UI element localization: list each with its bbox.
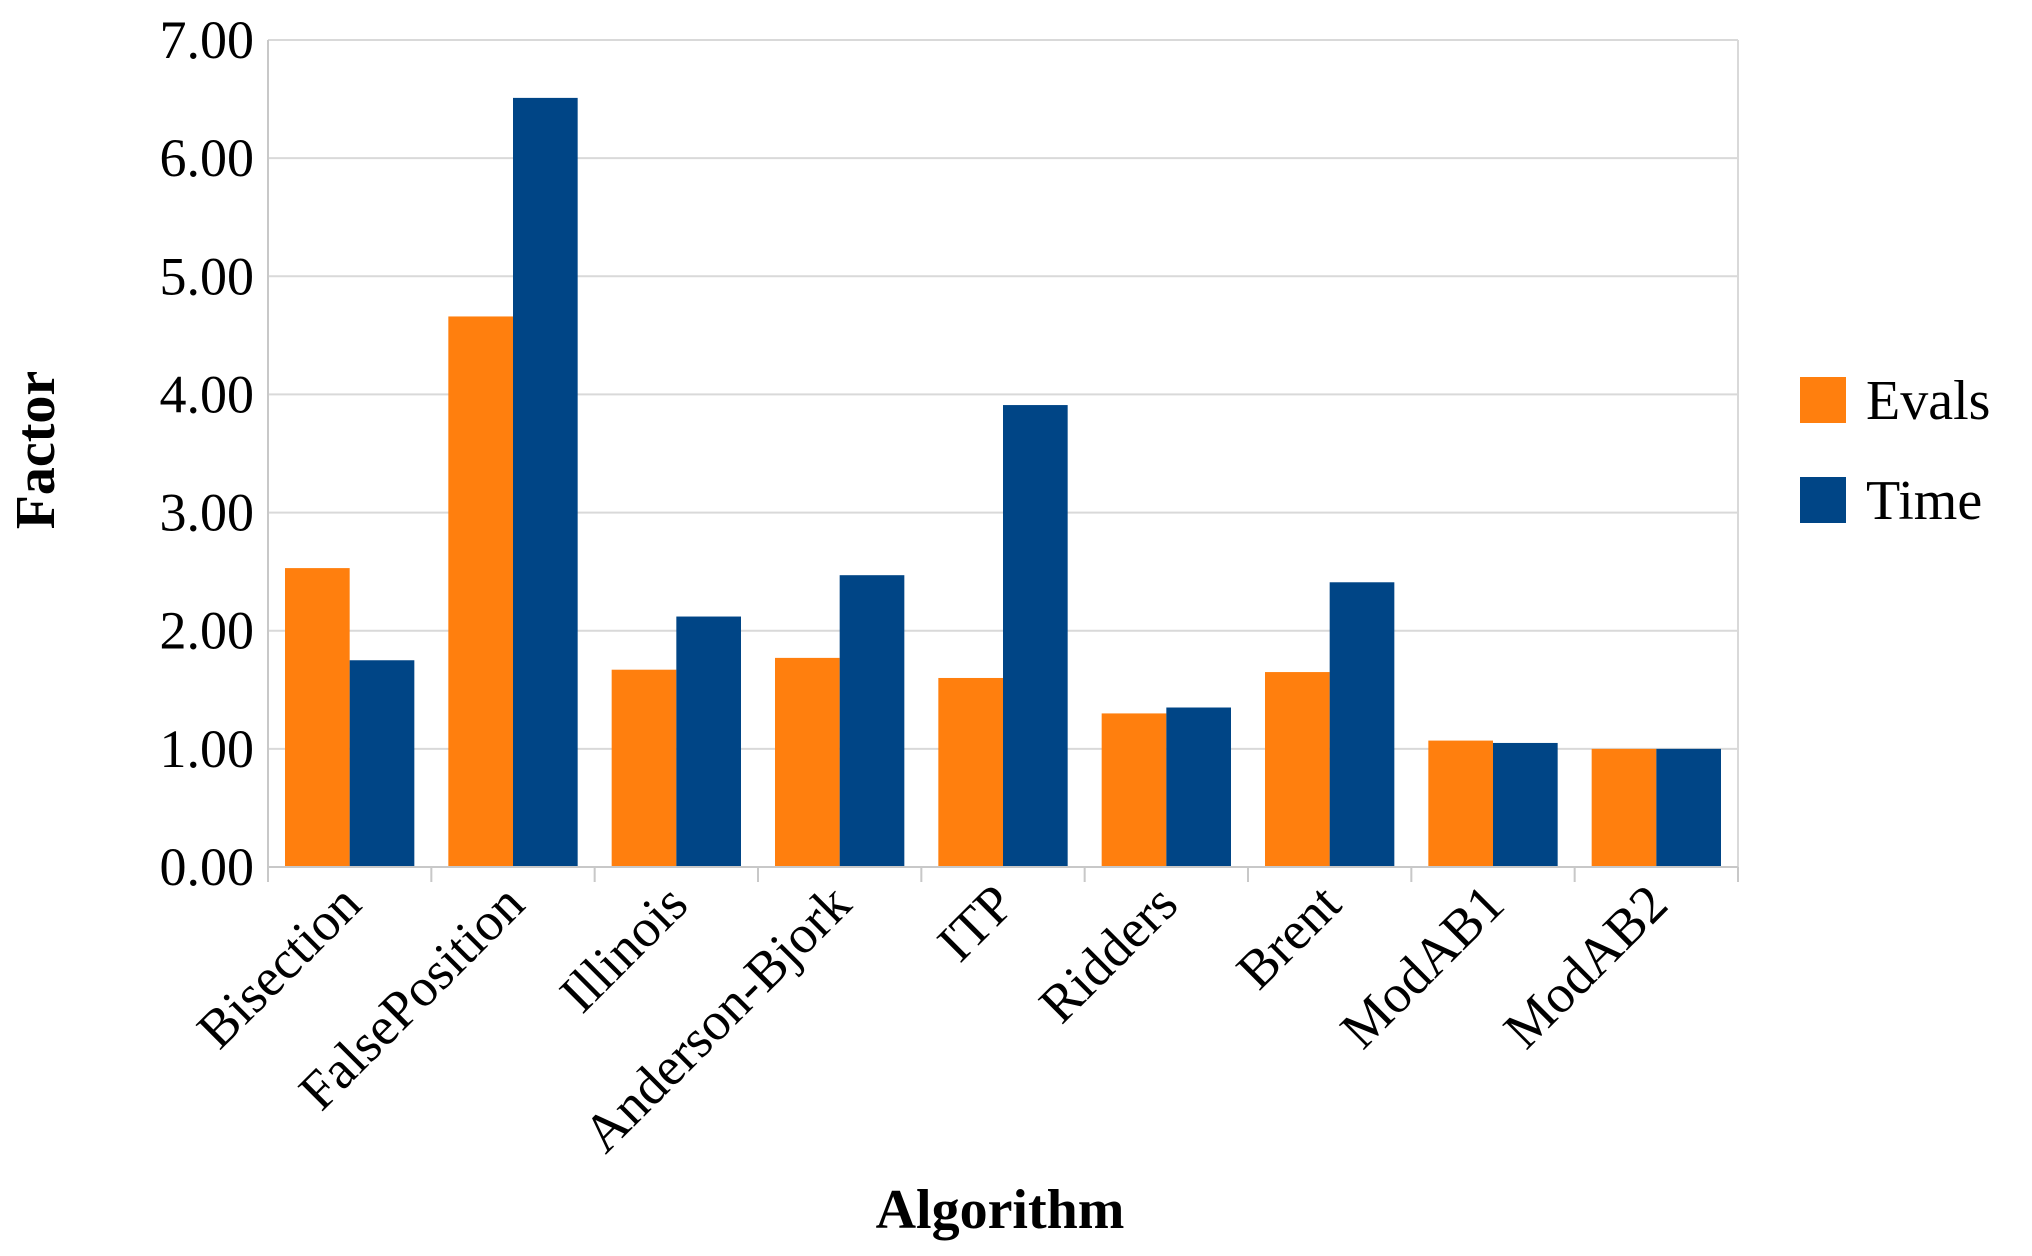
bar-evals-illinois bbox=[611, 669, 677, 867]
y-tick-label: 2.00 bbox=[160, 601, 255, 661]
bar-evals-ridders bbox=[1101, 713, 1167, 867]
bar-time-anderson-bjork bbox=[839, 575, 905, 867]
bar-time-falseposition bbox=[513, 97, 578, 867]
y-tick-labels: 0.00 1.00 2.00 3.00 4.00 5.00 6.00 7.00 bbox=[160, 10, 255, 897]
x-tick-label: ITP bbox=[926, 873, 1026, 973]
bar-time-illinois bbox=[676, 616, 741, 867]
bar-time-itp bbox=[1003, 405, 1068, 867]
x-tick-label: Brent bbox=[1225, 873, 1352, 1000]
bar-time-modab1 bbox=[1493, 742, 1558, 867]
bar-evals-brent bbox=[1265, 672, 1330, 867]
x-tick-label: ModAB2 bbox=[1492, 873, 1679, 1060]
x-tick-label: Ridders bbox=[1028, 873, 1189, 1034]
legend-swatch-time bbox=[1800, 477, 1846, 523]
bar-time-bisection bbox=[349, 660, 415, 867]
legend-label-evals: Evals bbox=[1866, 370, 1990, 432]
y-axis-title: Factor bbox=[5, 371, 67, 530]
bar-time-brent bbox=[1329, 582, 1395, 867]
y-tick-label: 1.00 bbox=[160, 719, 255, 779]
y-tick-label: 5.00 bbox=[160, 246, 255, 306]
y-tick-label: 6.00 bbox=[160, 128, 255, 188]
x-axis-title: Algorithm bbox=[876, 1179, 1125, 1241]
bar-evals-itp bbox=[938, 677, 1003, 867]
legend-swatch-evals bbox=[1800, 377, 1846, 423]
bar-evals-modab1 bbox=[1428, 740, 1493, 867]
y-tick-label: 3.00 bbox=[160, 483, 255, 543]
legend: Evals Time bbox=[1800, 370, 1990, 532]
x-tick-label: ModAB1 bbox=[1329, 873, 1516, 1060]
axes bbox=[267, 40, 1739, 882]
y-tick-label: 0.00 bbox=[160, 837, 255, 897]
bar-evals-falseposition bbox=[448, 316, 513, 867]
bar-evals-bisection bbox=[285, 568, 350, 867]
x-tick-label: Illinois bbox=[548, 873, 699, 1024]
bar-evals-modab2 bbox=[1591, 748, 1657, 867]
legend-label-time: Time bbox=[1866, 470, 1982, 532]
bar-evals-anderson-bjork bbox=[775, 657, 840, 867]
y-tick-label: 4.00 bbox=[160, 364, 255, 424]
y-tick-label: 7.00 bbox=[160, 10, 255, 70]
bar-time-modab2 bbox=[1656, 748, 1721, 867]
bar-time-ridders bbox=[1166, 707, 1231, 867]
bars bbox=[285, 97, 1721, 867]
